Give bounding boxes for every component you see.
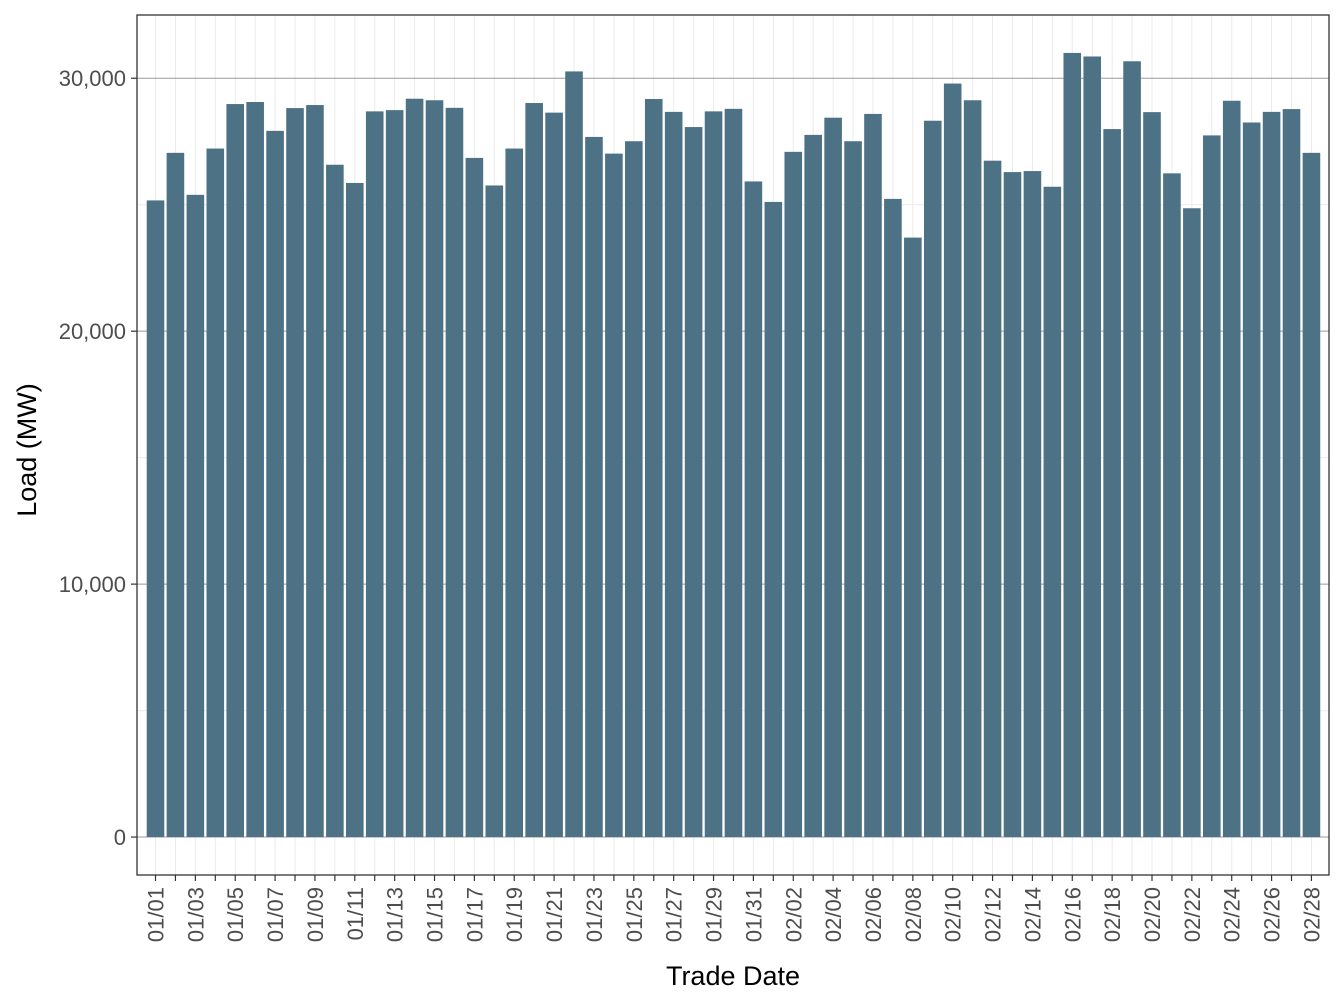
- bar-01-06: [246, 102, 264, 838]
- x-tick-label: 01/29: [702, 887, 727, 942]
- bar-02-01: [764, 201, 783, 838]
- x-tick-label: 02/26: [1260, 887, 1285, 942]
- bar-02-02: [784, 151, 803, 838]
- bars: [146, 52, 1321, 838]
- bar-02-03: [804, 134, 822, 838]
- bar-01-01: [146, 200, 165, 838]
- bar-01-02: [166, 152, 185, 838]
- x-tick-label: 01/17: [462, 887, 487, 942]
- axes: 0 10,000 20,000 30,000 01/01 01/03 01/05 01/07 0…: [59, 66, 1325, 942]
- bar-01-09: [306, 105, 324, 838]
- x-tick-label: 02/16: [1060, 887, 1085, 942]
- x-tick-label: 02/22: [1180, 887, 1205, 942]
- x-tick-label: 01/31: [741, 887, 766, 942]
- x-tick-label: 01/11: [343, 887, 368, 940]
- bar-01-28: [684, 127, 703, 838]
- bar-02-27: [1282, 109, 1301, 838]
- bar-02-23: [1202, 135, 1221, 838]
- x-tick-label: 01/23: [582, 887, 607, 942]
- y-tick-label: 0: [114, 825, 126, 850]
- bar-01-20: [525, 103, 543, 838]
- bar-01-15: [425, 100, 444, 838]
- bar-01-03: [186, 194, 205, 838]
- x-tick-label: 02/20: [1140, 887, 1165, 942]
- x-tick-label: 01/03: [183, 887, 208, 942]
- bar-02-24: [1222, 100, 1241, 838]
- bar-01-31: [744, 181, 763, 838]
- x-tick-label: 02/06: [861, 887, 886, 942]
- bar-02-25: [1242, 122, 1261, 838]
- bar-01-22: [565, 71, 583, 838]
- x-tick-label: 01/21: [542, 887, 567, 942]
- bar-02-06: [864, 113, 882, 838]
- bar-02-12: [983, 160, 1002, 838]
- bar-01-24: [605, 153, 623, 838]
- bar-01-23: [585, 136, 603, 838]
- bar-02-04: [824, 117, 842, 838]
- bar-01-13: [385, 110, 404, 838]
- y-tick-label: 20,000: [59, 319, 126, 344]
- bar-02-26: [1262, 111, 1281, 838]
- bar-02-19: [1123, 61, 1141, 838]
- bar-01-18: [485, 185, 504, 838]
- bar-02-21: [1163, 173, 1181, 838]
- bar-02-05: [844, 141, 862, 838]
- bar-02-09: [923, 120, 942, 838]
- y-tick-label: 30,000: [59, 66, 126, 91]
- bar-01-30: [724, 108, 743, 838]
- bar-01-29: [704, 111, 723, 838]
- y-axis-title: Load (MW): [12, 383, 42, 517]
- bar-01-19: [505, 148, 524, 838]
- bar-02-20: [1143, 112, 1161, 838]
- bar-01-27: [664, 111, 683, 838]
- x-tick-label: 01/25: [622, 887, 647, 942]
- x-tick-label: 01/05: [223, 887, 248, 942]
- bar-02-15: [1043, 186, 1062, 838]
- x-tick-label: 02/10: [941, 887, 966, 942]
- bar-01-26: [644, 98, 663, 838]
- bar-02-28: [1302, 152, 1321, 838]
- bar-01-21: [545, 112, 563, 838]
- x-tick-label: 02/18: [1100, 887, 1125, 942]
- bar-02-07: [884, 198, 902, 838]
- x-tick-label: 01/01: [144, 887, 169, 942]
- bar-02-08: [904, 237, 922, 838]
- bar-01-14: [405, 98, 424, 838]
- x-tick-label: 01/19: [502, 887, 527, 942]
- x-tick-label: 01/07: [263, 887, 288, 942]
- x-tick-label: 02/28: [1299, 887, 1324, 942]
- bar-01-05: [226, 104, 245, 838]
- bar-02-16: [1063, 52, 1082, 838]
- bar-01-11: [346, 182, 364, 838]
- bar-01-08: [286, 108, 304, 838]
- bar-02-14: [1023, 171, 1042, 838]
- bar-01-04: [206, 148, 225, 838]
- bar-01-12: [365, 111, 384, 838]
- x-tick-label: 02/14: [1020, 887, 1045, 942]
- bar-02-10: [943, 83, 962, 838]
- x-tick-label: 02/12: [981, 887, 1006, 942]
- x-tick-label: 01/09: [303, 887, 328, 942]
- bar-01-10: [326, 164, 344, 838]
- bar-01-07: [266, 130, 284, 838]
- x-tick-label: 02/02: [781, 887, 806, 942]
- y-tick-label: 10,000: [59, 572, 126, 597]
- x-tick-label: 01/15: [423, 887, 448, 942]
- x-tick-label: 02/24: [1220, 887, 1245, 942]
- x-tick-label: 01/27: [662, 887, 687, 942]
- bar-02-11: [963, 100, 982, 838]
- bar-01-16: [445, 107, 464, 838]
- bar-02-13: [1003, 172, 1022, 838]
- x-tick-label: 02/08: [901, 887, 926, 942]
- bar-02-18: [1103, 129, 1121, 838]
- x-tick-label: 01/13: [383, 887, 408, 942]
- x-tick-label: 02/04: [821, 887, 846, 942]
- x-axis-title: Trade Date: [666, 961, 800, 991]
- bar-02-22: [1183, 208, 1201, 838]
- bar-02-17: [1083, 56, 1102, 838]
- bar-01-25: [625, 141, 643, 838]
- bar-01-17: [465, 157, 484, 838]
